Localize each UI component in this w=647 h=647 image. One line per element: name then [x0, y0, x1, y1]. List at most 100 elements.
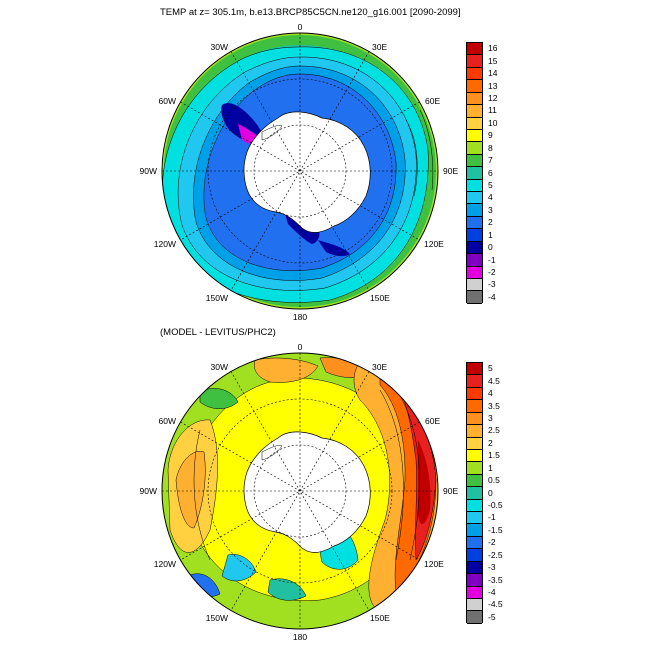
- colorbar-swatch: [467, 512, 482, 525]
- colorbar-label: 5: [488, 363, 493, 374]
- top-lon-90w: 90W: [139, 166, 157, 176]
- bottom-lon-60w: 60W: [158, 416, 176, 426]
- colorbar-swatch: [467, 449, 482, 463]
- colorbar-swatch: [467, 499, 482, 513]
- bottom-panel-title: (MODEL - LEVITUS/PHC2): [160, 327, 276, 338]
- colorbar-swatch: [467, 204, 482, 217]
- colorbar-swatch: [467, 599, 482, 612]
- top-colorbar: [466, 42, 483, 304]
- bottom-lon-0: 0: [297, 342, 303, 352]
- colorbar-swatch: [467, 105, 482, 118]
- colorbar-label: -2: [488, 537, 496, 548]
- colorbar-swatch: [467, 536, 482, 550]
- bottom-lon-180: 180: [292, 632, 308, 642]
- colorbar-label: 1: [488, 229, 493, 240]
- colorbar-label: -4: [488, 586, 496, 597]
- bottom-lon-90w: 90W: [139, 486, 157, 496]
- colorbar-swatch: [467, 412, 482, 426]
- colorbar-swatch: [467, 92, 482, 106]
- colorbar-label: -3: [488, 279, 496, 290]
- colorbar-swatch: [467, 574, 482, 587]
- colorbar-label: 0: [488, 487, 493, 498]
- colorbar-label: -2: [488, 266, 496, 277]
- colorbar-label: 1: [488, 462, 493, 473]
- colorbar-swatch: [467, 375, 482, 388]
- colorbar-swatch: [467, 80, 482, 93]
- colorbar-swatch: [467, 549, 482, 562]
- colorbar-label: 14: [488, 68, 498, 79]
- bottom-lon-30w: 30W: [210, 362, 228, 372]
- colorbar-swatch: [467, 437, 482, 450]
- colorbar-label: -1: [488, 512, 496, 523]
- colorbar-swatch: [467, 55, 482, 68]
- colorbar-swatch: [467, 400, 482, 413]
- top-lon-90e: 90E: [443, 166, 459, 176]
- colorbar-label: -2.5: [488, 549, 503, 560]
- colorbar-label: 10: [488, 117, 498, 128]
- top-lon-60e: 60E: [425, 96, 441, 106]
- colorbar-label: 2: [488, 437, 493, 448]
- colorbar-label: 6: [488, 167, 493, 178]
- colorbar-label: -4: [488, 291, 496, 302]
- colorbar-label: 2: [488, 217, 493, 228]
- colorbar-label: 0: [488, 242, 493, 253]
- top-lon-180: 180: [292, 312, 308, 322]
- top-lon-30w: 30W: [210, 42, 228, 52]
- colorbar-swatch: [467, 167, 482, 180]
- colorbar-label: 13: [488, 80, 498, 91]
- colorbar-label: -1: [488, 254, 496, 265]
- colorbar-label: 3: [488, 204, 493, 215]
- colorbar-swatch: [467, 611, 482, 624]
- colorbar-swatch: [467, 462, 482, 475]
- top-panel-title: TEMP at z= 305.1m, b.e13.BRCP85C5CN.ne12…: [160, 7, 461, 18]
- bottom-lon-120w: 120W: [153, 559, 176, 569]
- colorbar-swatch: [467, 241, 482, 255]
- top-lon-120e: 120E: [424, 239, 444, 249]
- colorbar-swatch: [467, 387, 482, 401]
- colorbar-label: 12: [488, 92, 498, 103]
- colorbar-label: 7: [488, 155, 493, 166]
- colorbar-swatch: [467, 117, 482, 130]
- colorbar-label: -3.5: [488, 574, 503, 585]
- colorbar-swatch: [467, 266, 482, 280]
- colorbar-label: 3: [488, 412, 493, 423]
- colorbar-label: 11: [488, 105, 497, 116]
- colorbar-label: 4: [488, 388, 493, 399]
- colorbar-label: 1.5: [488, 450, 500, 461]
- colorbar-label: -3: [488, 562, 496, 573]
- bottom-lon-60e: 60E: [425, 416, 441, 426]
- top-lon-150e: 150E: [370, 293, 390, 303]
- colorbar-swatch: [467, 229, 482, 242]
- colorbar-swatch: [467, 561, 482, 575]
- top-lon-120w: 120W: [153, 239, 176, 249]
- colorbar-swatch: [467, 67, 482, 81]
- colorbar-swatch: [467, 487, 482, 500]
- bottom-map-grid: [162, 353, 438, 629]
- bottom-lon-150e: 150E: [370, 613, 390, 623]
- colorbar-label: 8: [488, 142, 493, 153]
- colorbar-swatch: [467, 129, 482, 143]
- colorbar-label: 0.5: [488, 475, 500, 486]
- colorbar-swatch: [467, 216, 482, 230]
- colorbar-swatch: [467, 179, 482, 193]
- bottom-lon-150w: 150W: [205, 613, 228, 623]
- top-lon-150w: 150W: [205, 293, 228, 303]
- colorbar-label: -1.5: [488, 524, 503, 535]
- colorbar-label: -0.5: [488, 499, 503, 510]
- colorbar-swatch: [467, 425, 482, 438]
- bottom-colorbar: [466, 362, 483, 624]
- colorbar-label: -5: [488, 611, 496, 622]
- colorbar-swatch: [467, 524, 482, 537]
- top-lon-30e: 30E: [372, 42, 388, 52]
- colorbar-label: 9: [488, 130, 493, 141]
- top-map-boundary: [161, 32, 439, 310]
- colorbar-swatch: [467, 586, 482, 600]
- colorbar-label: -4.5: [488, 599, 503, 610]
- colorbar-swatch: [467, 291, 482, 304]
- colorbar-label: 15: [488, 55, 498, 66]
- colorbar-swatch: [467, 154, 482, 168]
- colorbar-label: 4: [488, 192, 493, 203]
- colorbar-swatch: [467, 279, 482, 292]
- top-lon-60w: 60W: [158, 96, 176, 106]
